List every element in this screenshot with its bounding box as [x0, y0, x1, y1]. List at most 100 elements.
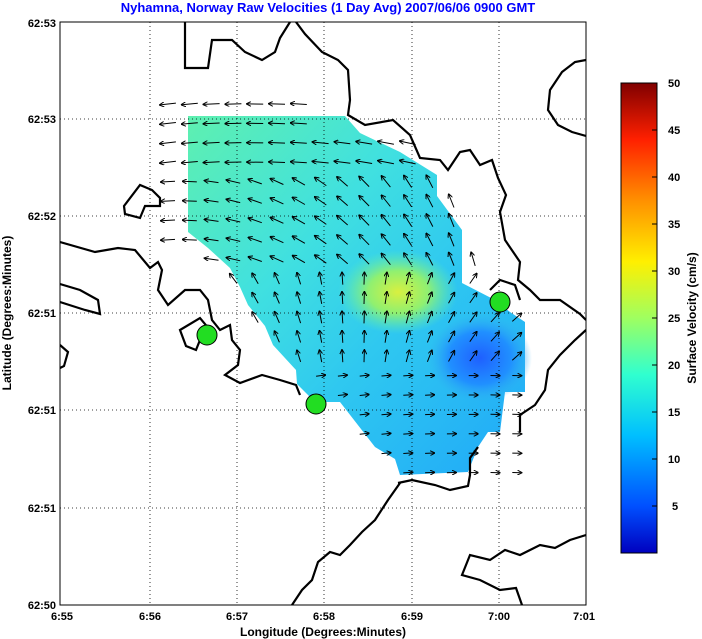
velocity-arrow [403, 395, 412, 396]
velocity-arrow [297, 292, 302, 304]
velocity-arrow [426, 214, 434, 227]
y-axis-label: Latitude (Degrees:Minutes) [0, 236, 14, 391]
x-tick-label: 6:57 [226, 611, 248, 623]
velocity-arrow [469, 313, 477, 323]
colorbar-gradient [620, 82, 658, 554]
velocity-arrow [490, 352, 499, 362]
y-tick-label: 62:51 [28, 405, 56, 417]
velocity-arrow [382, 176, 391, 188]
colorbar-tick-label: 45 [668, 125, 680, 137]
velocity-arrow [403, 375, 412, 376]
velocity-arrow [405, 312, 409, 324]
velocity-arrow [382, 254, 391, 266]
velocity-arrow [469, 351, 477, 362]
velocity-arrow [227, 258, 241, 262]
velocity-arrow [249, 257, 262, 262]
velocity-arrow [269, 104, 286, 105]
velocity-arrow [359, 433, 369, 434]
velocity-arrow [335, 142, 351, 144]
velocity-arrow [382, 215, 391, 227]
velocity-arrow [490, 313, 499, 323]
velocity-arrow [183, 240, 197, 241]
velocity-arrow [405, 273, 409, 285]
x-axis-label: Longitude (Degrees:Minutes) [240, 625, 406, 639]
velocity-arrow [381, 433, 391, 434]
velocity-arrow [381, 375, 391, 376]
velocity-arrow [249, 238, 262, 243]
velocity-arrow [313, 142, 329, 144]
velocity-arrow [490, 332, 499, 342]
velocity-arrow [404, 176, 413, 188]
velocity-arrow [249, 199, 262, 204]
low-velocity-zone [428, 314, 532, 402]
velocity-arrow [405, 292, 409, 304]
velocity-arrow [359, 235, 370, 246]
velocity-arrow [160, 123, 176, 125]
velocity-arrow [449, 233, 455, 247]
velocity-arrow [426, 234, 434, 247]
velocity-arrow [271, 237, 284, 244]
velocity-arrow [356, 161, 373, 164]
velocity-arrow [182, 123, 198, 124]
velocity-arrow [378, 141, 394, 145]
velocity-arrow [403, 453, 412, 454]
velocity-arrow [160, 142, 176, 144]
velocity-arrow [404, 215, 413, 227]
velocity-arrow [359, 254, 370, 265]
velocity-arrow [342, 350, 343, 363]
velocity-arrow [160, 161, 176, 163]
high-velocity-zone [338, 250, 458, 334]
velocity-arrow [315, 255, 327, 264]
velocity-arrow [227, 180, 241, 184]
velocity-arrow [230, 274, 238, 284]
velocity-arrow [297, 273, 302, 285]
velocity-arrow [320, 273, 322, 285]
velocity-arrow [405, 331, 409, 343]
plot-area [60, 22, 586, 605]
velocity-arrow [161, 220, 176, 221]
y-tick-label: 62:52 [28, 211, 56, 223]
velocity-arrow [205, 200, 219, 202]
velocity-arrow [511, 313, 521, 322]
velocity-arrow [205, 258, 219, 260]
velocity-arrow [337, 235, 349, 245]
velocity-arrow [400, 161, 416, 165]
velocity-arrow [160, 103, 176, 105]
velocity-arrow [381, 414, 391, 415]
velocity-arrow [359, 375, 369, 376]
y-tick-label: 62:51 [28, 308, 56, 320]
velocity-arrow [426, 292, 431, 304]
velocity-arrow [337, 395, 347, 396]
velocity-arrow [448, 312, 455, 323]
colorbar-tick-label: 35 [668, 219, 680, 231]
velocity-arrow [182, 103, 198, 104]
radar-site-marker [196, 324, 218, 346]
velocity-arrow [161, 239, 176, 240]
velocity-arrow [469, 274, 477, 284]
velocity-arrow [382, 196, 391, 207]
velocity-arrow [448, 273, 455, 285]
velocity-arrow [313, 161, 329, 163]
velocity-arrow [249, 179, 262, 185]
velocity-arrow [404, 253, 413, 266]
velocity-arrow [315, 178, 327, 187]
velocity-arrow [448, 351, 455, 362]
velocity-arrow [227, 199, 241, 204]
chart-title: Nyhamna, Norway Raw Velocities (1 Day Av… [121, 0, 536, 15]
velocity-arrow [359, 177, 370, 187]
velocity-arrow [449, 214, 455, 228]
x-axis: 6:55 6:56 6:57 6:58 6:59 7:00 7:01 Longi… [51, 611, 595, 639]
velocity-arrow [337, 255, 349, 265]
velocity-arrow [252, 273, 259, 285]
velocity-arrow [271, 198, 284, 205]
x-tick-label: 6:58 [313, 611, 335, 623]
velocity-arrow [320, 350, 322, 363]
velocity-arrow [291, 123, 307, 124]
velocity-arrow [342, 292, 343, 305]
velocity-arrow [385, 292, 387, 304]
y-tick-label: 62:53 [28, 18, 56, 30]
velocity-arrow [249, 218, 262, 224]
velocity-arrow [403, 434, 412, 435]
velocity-arrow [381, 453, 391, 454]
